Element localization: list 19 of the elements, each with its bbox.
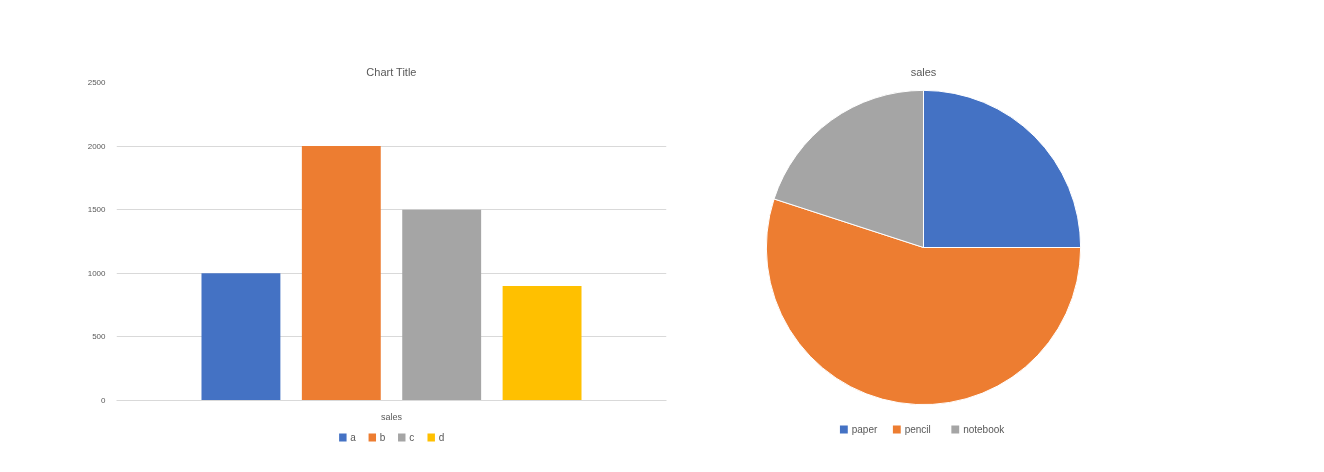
bar [502, 286, 582, 401]
legend-label: notebook [963, 424, 1006, 435]
y-tick-label: 1000 [87, 268, 107, 278]
y-tick-label: 0 [101, 396, 107, 405]
legend-label: paper [851, 424, 878, 435]
legend-label: c [409, 432, 415, 443]
chart-title: Chart Title [366, 65, 417, 78]
y-tick-label: 500 [92, 332, 107, 342]
legend-label: b [379, 432, 386, 443]
y-tick-label: 1500 [87, 205, 107, 215]
bar [201, 273, 281, 401]
y-tick-label: 2000 [87, 141, 107, 151]
legend-label: d [438, 432, 445, 443]
bar [402, 209, 482, 401]
legend-label: pencil [904, 424, 931, 435]
bar [301, 146, 381, 401]
y-tick-label: 2500 [87, 78, 107, 87]
chart-title: sales [910, 65, 937, 78]
legend-label: a [350, 432, 357, 443]
